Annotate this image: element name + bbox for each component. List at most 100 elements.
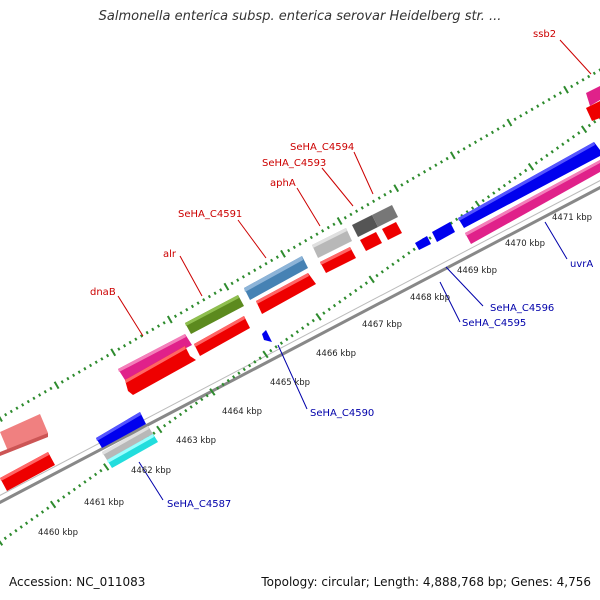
gene-seha-c4587[interactable] [96,412,146,448]
tick-mark [0,540,4,546]
tick-mark [60,380,64,384]
tick-mark [497,187,501,192]
tick-mark [103,463,110,471]
gene-reverse-outer-2[interactable] [107,434,158,468]
gene-seha-c4590[interactable] [262,330,272,342]
gene-reverse-inner-1[interactable] [458,142,600,228]
tick-mark [0,416,3,422]
tick-row-outer [0,68,600,422]
tick-mark [196,301,200,305]
tick-mark [470,206,475,210]
tick-mark [19,525,23,529]
gene-apha[interactable] [312,228,352,258]
tick-mark [449,221,453,225]
gene-reverse-outer-1[interactable] [102,426,153,460]
reverse-leader-line [277,344,308,410]
gene-forward-inner-6[interactable] [360,232,382,251]
reverse-gene-label[interactable]: uvrA [570,259,593,270]
tick-mark [110,348,117,357]
tick-mark [479,137,483,141]
tick-mark [207,294,212,299]
tick-mark [100,357,104,361]
tick-mark [407,251,411,255]
tick-mark [253,268,257,272]
tick-mark [368,275,375,284]
accession-text: Accession: NC_011083 [9,575,146,589]
tick-mark [311,318,315,323]
gene-seha-c4594[interactable] [372,205,398,227]
tick-mark [372,199,376,204]
gene-forward-inner-4[interactable] [256,273,316,314]
tick-mark [545,153,549,158]
tick-mark [388,189,393,194]
gene-forward-inner-3[interactable] [194,316,250,356]
gene-seha-c4593[interactable] [352,215,378,237]
reverse-gene-label[interactable]: SeHA_C4590 [310,408,374,419]
forward-gene-label[interactable]: dnaB [90,287,116,298]
tick-mark [9,409,13,414]
tick-mark [179,311,183,315]
tick-mark [99,468,103,473]
gene-forward-inner-1[interactable] [0,452,55,491]
forward-gene-label[interactable]: aphA [270,178,296,189]
gene-seha-c4595[interactable] [415,236,431,250]
forward-leader-line [353,151,374,195]
tick-mark [530,107,534,112]
tick-mark [506,118,513,127]
tick-mark [555,146,560,150]
reverse-gene-label[interactable]: SeHA_C4595 [462,318,526,329]
tick-mark [83,367,87,371]
gene-forward-inner-5[interactable] [320,247,356,273]
tick-mark [355,209,359,213]
tick-mark [232,375,236,379]
gene-features [0,86,600,491]
reverse-gene-label[interactable]: SeHA_C4596 [490,303,554,314]
tick-mark [486,195,491,199]
tick-mark [422,170,427,174]
tick-mark [541,101,545,105]
tick-mark [83,480,87,484]
tick-mark [385,266,390,270]
tick-mark [77,370,81,374]
tick-mark [3,536,7,540]
tick-mark [593,120,597,124]
forward-leader-line [321,167,354,207]
tick-mark [236,278,240,282]
gene-forward-inner-7[interactable] [382,222,402,240]
tick-mark [524,168,528,173]
gene-uvra[interactable] [465,160,600,244]
gene-alr[interactable] [185,295,244,334]
reverse-gene-labels: uvrA SeHA_C4596 SeHA_C4595 SeHA_C4590 SeHA_C… [167,259,593,510]
tick-mark [321,229,325,233]
gene-forward-inner-8[interactable] [586,101,600,121]
tick-mark [518,172,522,177]
gene-seha-c4596[interactable] [432,222,455,242]
tick-mark [43,390,47,394]
tick-mark [122,344,127,348]
backbone-line-1 [0,185,600,505]
tick-mark [219,288,223,292]
gene-forward-outer-1[interactable] [0,414,48,456]
tick-mark [343,296,347,300]
reverse-gene-label[interactable]: SeHA_C4587 [167,499,231,510]
forward-gene-label[interactable]: SeHA_C4594 [290,142,354,153]
forward-gene-label[interactable]: SeHA_C4593 [262,158,326,169]
tick-mark [306,322,310,327]
tick-mark [274,345,278,349]
tick-mark [15,406,19,410]
tick-mark [536,104,540,108]
gene-dnab[interactable] [118,334,192,380]
gene-ssb2[interactable] [586,86,600,106]
tick-mark [513,176,517,180]
tick-mark [152,431,156,435]
tick-mark [359,285,363,289]
forward-gene-label[interactable]: alr [163,249,177,260]
gene-forward-inner-2[interactable] [125,346,196,395]
tick-mark [301,326,305,330]
forward-gene-label[interactable]: SeHA_C4591 [178,209,242,220]
kbp-tick-label: 4463 kbp [176,436,216,446]
gene-seha-c4591[interactable] [244,256,308,300]
tick-mark [205,393,209,398]
forward-gene-label[interactable]: ssb2 [533,29,556,40]
